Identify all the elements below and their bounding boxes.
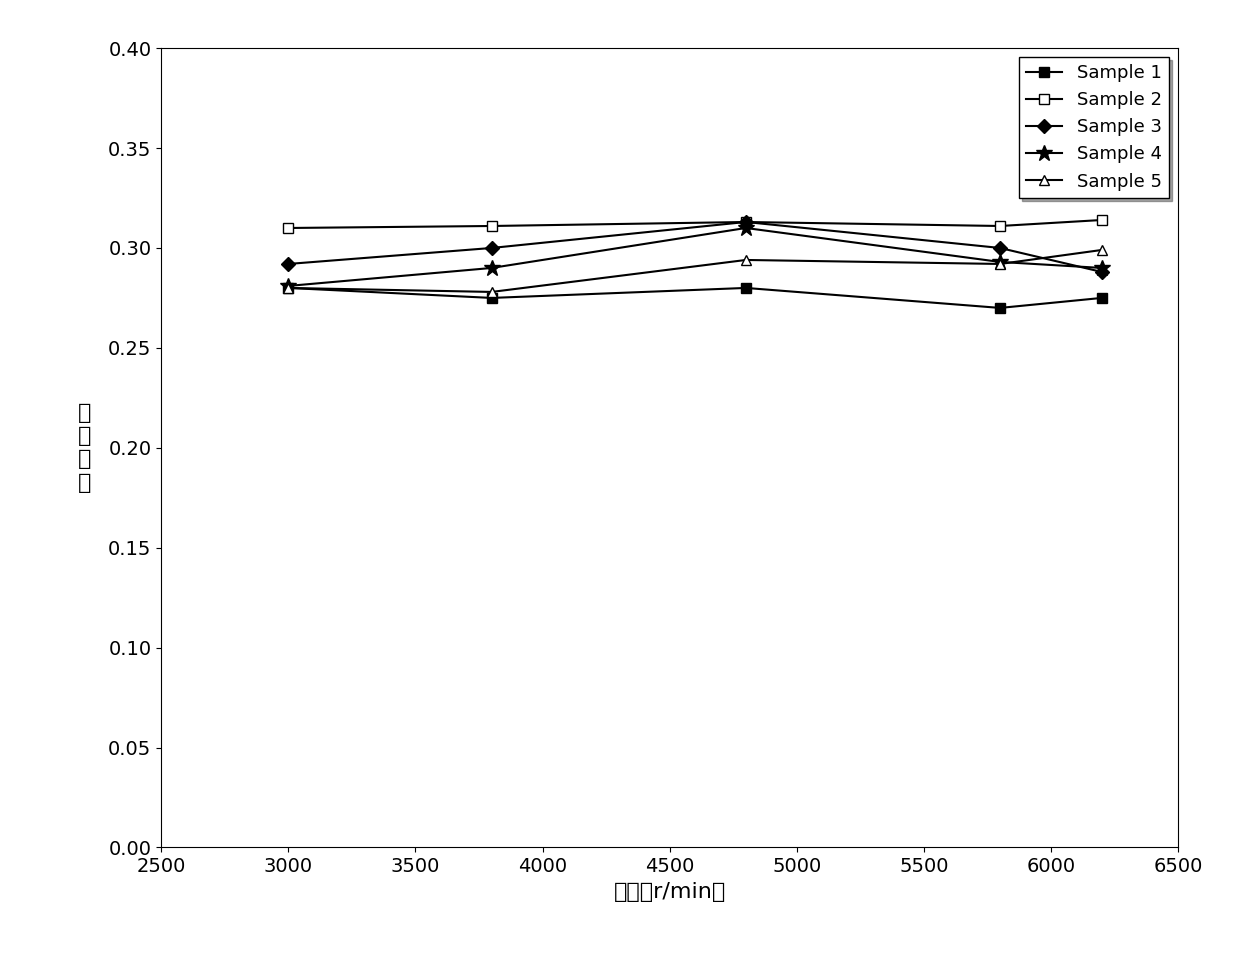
Sample 3 [280, 258, 295, 270]
Line: Sample 5: Sample 5 [284, 246, 1106, 297]
Sample 3 [1094, 266, 1109, 277]
Sample 4 [738, 222, 753, 234]
Sample 4 [1094, 262, 1109, 273]
Sample 4 [992, 256, 1007, 268]
Sample 1 [484, 292, 498, 303]
Sample 4 [280, 280, 295, 292]
Sample 1 [1094, 292, 1109, 303]
Sample 1 [992, 302, 1007, 314]
Line: Sample 2: Sample 2 [284, 215, 1106, 233]
Legend: Sample 1, Sample 2, Sample 3, Sample 4, Sample 5: Sample 1, Sample 2, Sample 3, Sample 4, … [1019, 57, 1169, 197]
Sample 3 [738, 217, 753, 228]
Sample 2 [484, 221, 498, 232]
Sample 5 [1094, 245, 1109, 256]
Sample 3 [992, 243, 1007, 254]
Sample 3 [484, 243, 498, 254]
Sample 2 [1094, 214, 1109, 225]
Sample 2 [280, 222, 295, 234]
Sample 4 [484, 262, 498, 273]
Text: 摩
擦
系
数: 摩 擦 系 数 [78, 403, 92, 493]
Sample 2 [992, 221, 1007, 232]
X-axis label: 转速（r/min）: 转速（r/min） [614, 882, 725, 901]
Sample 2 [738, 217, 753, 228]
Line: Sample 1: Sample 1 [284, 283, 1106, 313]
Sample 1 [280, 282, 295, 294]
Line: Sample 4: Sample 4 [280, 220, 1110, 295]
Sample 5 [992, 258, 1007, 270]
Sample 5 [280, 282, 295, 294]
Sample 1 [738, 282, 753, 294]
Sample 5 [738, 254, 753, 266]
Line: Sample 3: Sample 3 [284, 217, 1106, 276]
Sample 5 [484, 286, 498, 298]
